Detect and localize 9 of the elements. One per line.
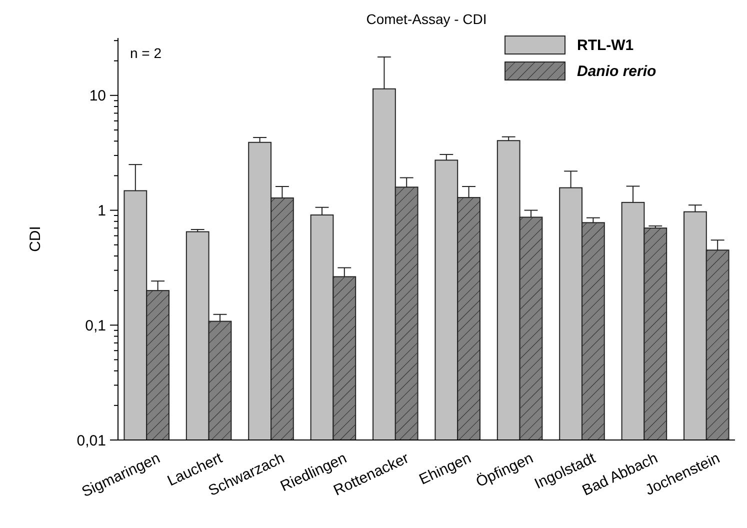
legend-label: RTL-W1 xyxy=(577,37,634,54)
y-axis-title: CDI xyxy=(27,226,44,252)
y-tick-label: 0,1 xyxy=(85,317,106,334)
y-tick-label: 10 xyxy=(89,88,106,105)
y-tick-label: 1 xyxy=(98,202,106,220)
legend-label: Danio rerio xyxy=(577,63,656,80)
annotation: n = 2 xyxy=(130,45,162,61)
chart-title: Comet-Assay - CDI xyxy=(366,11,487,27)
y-tick-label: 0,01 xyxy=(76,432,106,450)
